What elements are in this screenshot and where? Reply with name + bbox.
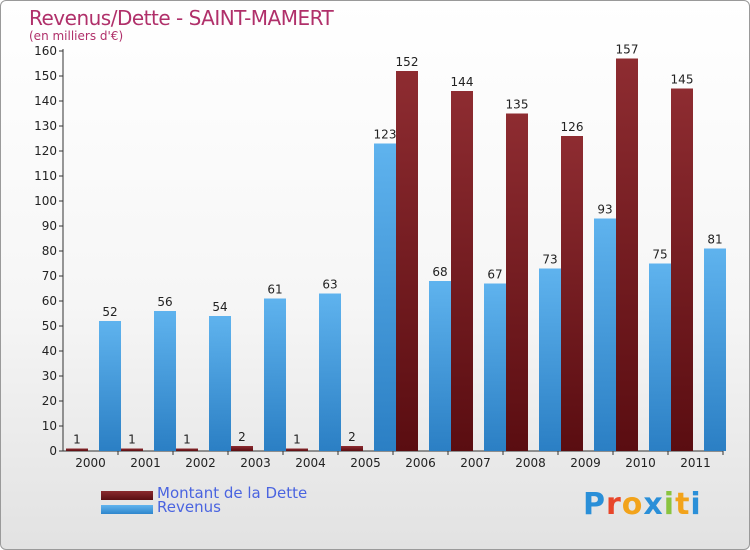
data-label: 63	[322, 278, 337, 292]
data-label: 145	[671, 73, 694, 87]
bar-dette	[286, 448, 308, 451]
data-label: 54	[212, 300, 227, 314]
logo-letter: t	[675, 487, 691, 522]
logo-letter: o	[621, 487, 644, 522]
x-tick-label: 2004	[295, 456, 326, 470]
data-label: 73	[542, 253, 557, 267]
chart-subtitle: (en milliers d'€)	[29, 29, 124, 43]
bar-dette	[671, 88, 693, 451]
y-tick-label: 60	[42, 294, 57, 308]
bar-revenus	[704, 248, 726, 451]
legend-label-revenus: Revenus	[157, 498, 221, 516]
logo-letter: i	[690, 487, 702, 522]
y-tick-label: 110	[34, 169, 57, 183]
data-label: 2	[238, 430, 246, 444]
bar-revenus	[319, 293, 341, 451]
y-tick-label: 0	[49, 444, 57, 458]
data-label: 61	[267, 283, 282, 297]
bar-dette	[451, 91, 473, 451]
logo-letter: x	[643, 487, 664, 522]
y-tick-label: 160	[34, 44, 57, 58]
data-label: 56	[157, 295, 172, 309]
bar-revenus	[484, 283, 506, 451]
bar-dette	[506, 113, 528, 451]
y-tick-label: 50	[42, 319, 57, 333]
bar-revenus	[264, 298, 286, 451]
data-label: 1	[73, 433, 81, 447]
y-tick-label: 40	[42, 344, 57, 358]
data-label: 93	[597, 203, 612, 217]
data-label: 2	[348, 430, 356, 444]
x-tick-label: 2005	[350, 456, 381, 470]
x-tick-label: 2006	[405, 456, 436, 470]
logo-letter: P	[583, 487, 606, 522]
logo-letter: r	[606, 487, 622, 522]
bar-revenus	[429, 281, 451, 451]
bar-dette	[66, 448, 88, 451]
data-label: 81	[707, 233, 722, 247]
data-label: 135	[506, 98, 529, 112]
y-tick-label: 80	[42, 244, 57, 258]
x-tick-label: 2000	[75, 456, 106, 470]
data-label: 123	[374, 128, 397, 142]
bar-revenus	[539, 268, 561, 451]
x-tick-label: 2008	[515, 456, 546, 470]
y-tick-label: 130	[34, 119, 57, 133]
bar-dette	[176, 448, 198, 451]
data-label: 75	[652, 248, 667, 262]
legend-swatch-dette	[101, 491, 153, 500]
bar-revenus	[209, 316, 231, 451]
data-label: 1	[183, 433, 191, 447]
x-tick-label: 2010	[625, 456, 656, 470]
y-tick-label: 120	[34, 144, 57, 158]
y-tick-label: 30	[42, 369, 57, 383]
bar-dette	[561, 136, 583, 451]
data-label: 67	[487, 268, 502, 282]
chart-title: Revenus/Dette - SAINT-MAMERT	[29, 6, 334, 30]
bar-dette	[341, 446, 363, 451]
bar-revenus	[649, 263, 671, 451]
bar-dette	[396, 71, 418, 451]
bar-revenus	[99, 321, 121, 451]
x-tick-label: 2011	[680, 456, 711, 470]
x-tick-label: 2007	[460, 456, 491, 470]
legend-swatch-revenus	[101, 505, 153, 514]
y-tick-label: 140	[34, 94, 57, 108]
data-label: 126	[561, 120, 584, 134]
y-tick-label: 150	[34, 69, 57, 83]
data-label: 157	[616, 43, 639, 57]
data-label: 144	[451, 75, 474, 89]
bar-revenus	[374, 143, 396, 451]
bar-revenus	[154, 311, 176, 451]
bar-revenus	[594, 218, 616, 451]
x-tick-label: 2001	[130, 456, 161, 470]
data-label: 52	[102, 305, 117, 319]
data-label: 152	[396, 55, 419, 69]
data-label: 1	[293, 433, 301, 447]
bar-dette	[121, 448, 143, 451]
bar-dette	[616, 58, 638, 451]
y-tick-label: 10	[42, 419, 57, 433]
logo-letter: i	[663, 487, 676, 522]
proxiti-logo: Proxiti	[583, 487, 702, 522]
x-tick-label: 2009	[570, 456, 601, 470]
legend-label-dette: Montant de la Dette	[157, 484, 308, 502]
x-tick-label: 2002	[185, 456, 216, 470]
y-tick-label: 20	[42, 394, 57, 408]
x-tick-label: 2003	[240, 456, 271, 470]
bar-dette	[231, 446, 253, 451]
data-label: 68	[432, 265, 447, 279]
y-tick-label: 70	[42, 269, 57, 283]
y-tick-label: 90	[42, 219, 57, 233]
data-label: 1	[128, 433, 136, 447]
y-tick-label: 100	[34, 194, 57, 208]
